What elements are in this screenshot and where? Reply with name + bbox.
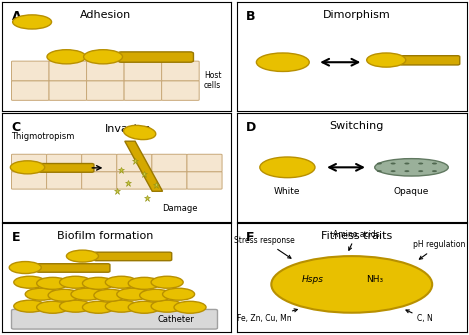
Ellipse shape [367, 53, 406, 67]
Polygon shape [125, 141, 163, 191]
Text: Host
cells: Host cells [204, 71, 221, 90]
Ellipse shape [151, 276, 183, 288]
FancyBboxPatch shape [46, 154, 82, 172]
FancyBboxPatch shape [117, 154, 152, 172]
Text: Adhesion: Adhesion [80, 10, 131, 20]
Text: Fe, Zn, Cu, Mn: Fe, Zn, Cu, Mn [237, 309, 297, 323]
FancyBboxPatch shape [117, 172, 152, 189]
Text: D: D [246, 121, 256, 134]
FancyBboxPatch shape [82, 172, 117, 189]
Text: B: B [246, 10, 256, 23]
FancyBboxPatch shape [152, 154, 187, 172]
FancyBboxPatch shape [87, 81, 124, 100]
Ellipse shape [375, 158, 448, 176]
FancyBboxPatch shape [49, 61, 87, 81]
FancyBboxPatch shape [46, 172, 82, 189]
Text: Switching: Switching [329, 121, 384, 131]
FancyBboxPatch shape [187, 154, 222, 172]
Text: E: E [12, 231, 20, 244]
FancyBboxPatch shape [12, 154, 46, 172]
Text: Damage: Damage [163, 204, 198, 213]
Ellipse shape [9, 262, 41, 273]
Text: F: F [246, 231, 255, 244]
Text: A: A [12, 10, 21, 23]
FancyBboxPatch shape [187, 172, 222, 189]
Ellipse shape [391, 170, 396, 172]
Text: Catheter: Catheter [158, 315, 195, 324]
FancyBboxPatch shape [12, 81, 49, 100]
Text: C: C [12, 121, 21, 134]
Ellipse shape [48, 289, 80, 301]
FancyBboxPatch shape [82, 154, 117, 172]
Ellipse shape [377, 170, 382, 172]
Ellipse shape [128, 277, 160, 289]
Ellipse shape [60, 276, 91, 288]
Ellipse shape [37, 301, 69, 313]
Ellipse shape [418, 162, 423, 164]
Text: Fitness traits: Fitness traits [321, 231, 392, 241]
FancyBboxPatch shape [12, 172, 46, 189]
FancyBboxPatch shape [12, 310, 218, 329]
Ellipse shape [47, 50, 86, 64]
Ellipse shape [377, 162, 382, 164]
Text: Hsps: Hsps [302, 275, 324, 284]
Ellipse shape [13, 15, 52, 29]
FancyBboxPatch shape [39, 163, 94, 172]
Text: Opaque: Opaque [394, 187, 429, 196]
Ellipse shape [123, 125, 156, 140]
Ellipse shape [432, 170, 437, 172]
Ellipse shape [257, 53, 309, 71]
Ellipse shape [37, 277, 69, 289]
Ellipse shape [14, 276, 46, 288]
FancyBboxPatch shape [124, 61, 162, 81]
FancyBboxPatch shape [124, 81, 162, 100]
Text: White: White [274, 187, 301, 196]
Ellipse shape [140, 289, 172, 301]
Ellipse shape [163, 288, 195, 300]
Ellipse shape [128, 301, 160, 313]
FancyBboxPatch shape [162, 61, 199, 81]
FancyBboxPatch shape [49, 81, 87, 100]
Text: Amino acids: Amino acids [333, 229, 380, 250]
Text: C, N: C, N [406, 310, 433, 323]
Ellipse shape [151, 300, 183, 312]
FancyBboxPatch shape [400, 56, 460, 65]
FancyBboxPatch shape [162, 81, 199, 100]
Ellipse shape [106, 300, 137, 312]
FancyBboxPatch shape [94, 252, 172, 261]
FancyBboxPatch shape [12, 61, 49, 81]
FancyBboxPatch shape [152, 172, 187, 189]
Ellipse shape [174, 301, 206, 313]
Ellipse shape [432, 162, 437, 164]
Text: Invasion: Invasion [105, 124, 151, 134]
FancyBboxPatch shape [118, 52, 193, 62]
Ellipse shape [83, 50, 122, 64]
FancyBboxPatch shape [87, 61, 124, 81]
Ellipse shape [391, 162, 396, 164]
Ellipse shape [418, 170, 423, 172]
Ellipse shape [83, 301, 114, 313]
Text: Thigmotropism: Thigmotropism [12, 132, 75, 141]
Text: pH regulation: pH regulation [413, 241, 465, 259]
Text: Stress response: Stress response [234, 236, 295, 258]
Ellipse shape [10, 161, 45, 174]
FancyBboxPatch shape [37, 264, 110, 272]
Ellipse shape [260, 157, 315, 178]
Ellipse shape [25, 288, 57, 300]
Ellipse shape [117, 288, 149, 300]
Ellipse shape [106, 276, 137, 288]
Ellipse shape [60, 300, 91, 312]
Text: Biofilm formation: Biofilm formation [57, 231, 153, 241]
Text: Dimorphism: Dimorphism [323, 10, 390, 20]
Ellipse shape [404, 162, 409, 164]
Ellipse shape [83, 277, 114, 289]
Ellipse shape [71, 288, 103, 300]
Ellipse shape [67, 250, 98, 262]
Ellipse shape [271, 256, 432, 313]
Ellipse shape [94, 289, 126, 301]
Ellipse shape [14, 300, 46, 312]
Ellipse shape [404, 170, 409, 172]
Text: NH₃: NH₃ [366, 275, 383, 284]
